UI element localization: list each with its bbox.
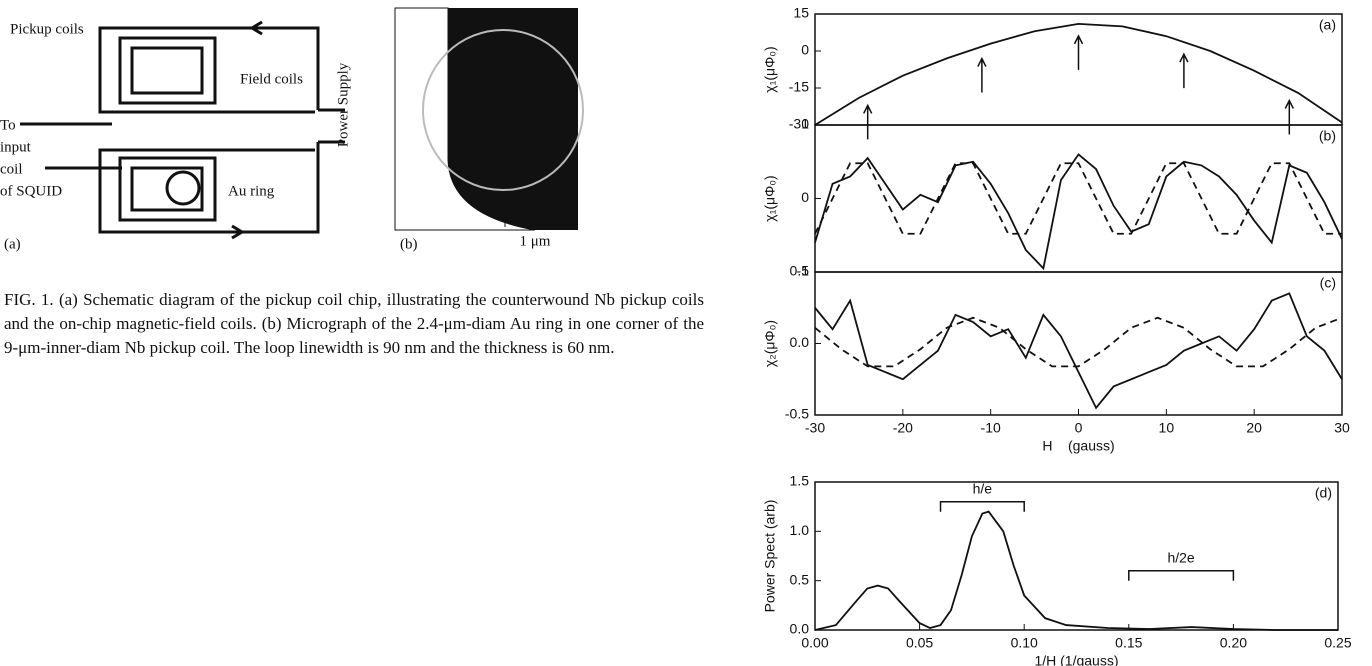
data-line <box>815 293 1342 407</box>
field-label: Field coils <box>240 71 303 87</box>
input-label: To <box>0 117 16 133</box>
y-tick-label: 1 <box>801 116 809 132</box>
x-tick-label: 0 <box>1075 420 1083 436</box>
schematic <box>20 22 345 238</box>
input-label: input <box>0 139 32 155</box>
arrow <box>864 105 872 139</box>
arrow <box>1285 100 1293 134</box>
bracket <box>941 502 1025 512</box>
arrow <box>1180 54 1188 88</box>
panel-label: (b) <box>1319 128 1336 144</box>
y-tick-label: 0 <box>801 189 809 205</box>
x-tick-label: 30 <box>1334 420 1350 436</box>
ring-label: Au ring <box>228 183 275 199</box>
y-tick-label: -15 <box>789 79 809 95</box>
y-tick-label: 0 <box>801 42 809 58</box>
data-line <box>815 154 1342 268</box>
x-tick-label: 0.05 <box>906 635 933 651</box>
y-axis-label: χ₁(μΦ₀) <box>762 175 778 221</box>
y-axis-label: χ₂(μΦ₀) <box>762 320 778 367</box>
x-axis-label: H (gauss) <box>1042 438 1114 454</box>
micrograph <box>395 8 583 230</box>
x-tick-label: 0.20 <box>1220 635 1247 651</box>
y-tick-label: 1.5 <box>790 473 810 489</box>
input-label: of SQUID <box>0 183 62 199</box>
page: Pickup coils Field coils To input coil o… <box>0 0 1372 666</box>
bracket-label: h/2e <box>1167 550 1194 566</box>
x-tick-label: 20 <box>1246 420 1262 436</box>
x-tick-label: 0.15 <box>1115 635 1142 651</box>
arrow <box>978 59 986 93</box>
x-tick-label: -10 <box>981 420 1001 436</box>
bracket <box>1129 571 1234 581</box>
y-axis-label: Power Spect (arb) <box>762 500 778 613</box>
caption: FIG. 1. (a) Schematic diagram of the pic… <box>4 288 704 360</box>
panel-label: (a) <box>1319 17 1336 33</box>
x-tick-label: 10 <box>1159 420 1175 436</box>
panel-label: (a) <box>4 236 21 252</box>
x-axis-label: 1/H (1/gauss) <box>1034 653 1118 666</box>
data-line <box>815 512 1338 630</box>
bracket-label: h/e <box>973 480 993 496</box>
data-line <box>815 318 1342 367</box>
y-tick-label: 0.5 <box>790 571 810 587</box>
input-label: coil <box>0 161 23 177</box>
y-tick-label: 15 <box>793 5 809 21</box>
arrow <box>1075 36 1083 70</box>
panel-label: (c) <box>1320 275 1336 291</box>
plot-frame <box>815 482 1338 630</box>
x-tick-label: 0.25 <box>1324 635 1351 651</box>
y-tick-label: 0.0 <box>790 334 810 350</box>
x-tick-label: 0.00 <box>801 635 828 651</box>
scale-label: 1 μm <box>520 233 551 249</box>
y-tick-label: 1.0 <box>790 522 810 538</box>
y-tick-label: 0.5 <box>790 263 810 279</box>
data-line <box>815 163 1342 234</box>
power-label: Power Supply <box>335 62 351 147</box>
panel-label: (d) <box>1315 485 1332 501</box>
x-tick-label: 0.10 <box>1011 635 1038 651</box>
x-tick-label: -30 <box>805 420 825 436</box>
y-axis-label: χ₁(μΦ₀) <box>762 46 778 92</box>
pickup-label: Pickup coils <box>10 21 84 37</box>
plot-frame <box>815 272 1342 415</box>
x-tick-label: -20 <box>893 420 913 436</box>
panel-label: (b) <box>400 236 418 252</box>
plot-frame <box>815 125 1342 272</box>
